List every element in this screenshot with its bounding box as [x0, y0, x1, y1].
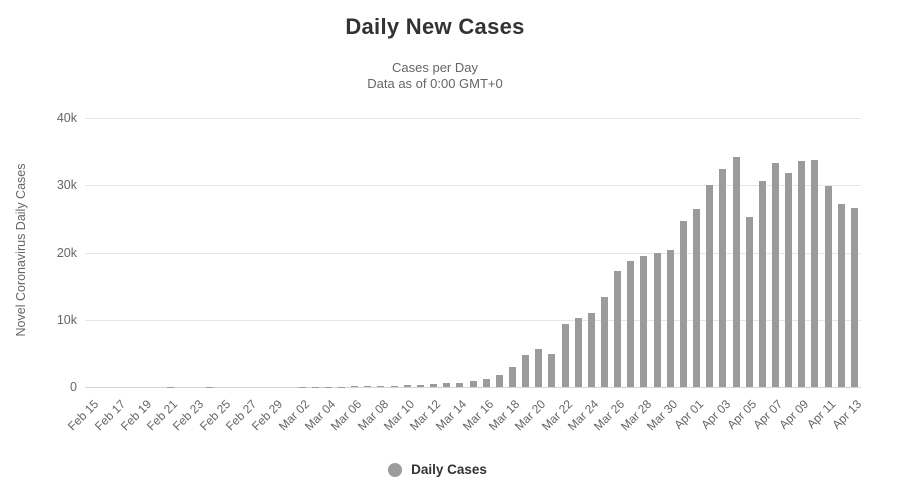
x-axis-line [85, 387, 861, 388]
bar[interactable] [693, 208, 701, 387]
bar[interactable] [430, 384, 438, 387]
bar[interactable] [561, 323, 569, 387]
y-axis-label: 30k [56, 178, 77, 193]
bar[interactable] [640, 256, 648, 387]
bar[interactable] [495, 374, 503, 387]
subtitle-line-2: Data as of 0:00 GMT+0 [367, 76, 503, 91]
chart-subtitle: Cases per Day Data as of 0:00 GMT+0 [0, 60, 870, 92]
bar[interactable] [614, 271, 622, 387]
bar[interactable] [456, 382, 464, 387]
bar[interactable] [548, 354, 556, 387]
chart-title: Daily New Cases [345, 14, 525, 39]
gridline [85, 319, 861, 321]
bar[interactable] [758, 181, 766, 387]
bar[interactable] [469, 381, 477, 387]
bar[interactable] [443, 382, 451, 387]
bar[interactable] [403, 385, 411, 387]
y-axis-label: 40k [56, 111, 77, 125]
bar[interactable] [574, 318, 582, 387]
y-axis-title: Novel Coronavirus Daily Cases [14, 163, 28, 337]
bar[interactable] [850, 207, 858, 387]
bar[interactable] [587, 312, 595, 387]
gridline [85, 252, 861, 254]
legend-item-daily-cases[interactable]: Daily Cases [0, 462, 875, 477]
gridline [85, 118, 861, 119]
bar[interactable] [732, 156, 740, 387]
bar[interactable] [364, 386, 372, 387]
bar[interactable] [706, 184, 714, 387]
y-axis-label: 10k [56, 312, 77, 327]
y-axis-label: 20k [56, 245, 77, 260]
bar[interactable] [653, 253, 661, 387]
bar[interactable] [601, 297, 609, 387]
bar[interactable] [798, 161, 806, 387]
bar[interactable] [377, 386, 385, 387]
bar[interactable] [508, 366, 516, 387]
plot-area: Feb 15 Feb 17 Feb 19 Feb 21 Feb 23 Feb 25 Feb … [65, 118, 864, 433]
bar[interactable] [785, 172, 793, 387]
bar[interactable] [719, 168, 727, 387]
subtitle-line-1: Cases per Day [392, 60, 478, 75]
bar[interactable] [811, 160, 819, 387]
bar[interactable] [627, 261, 635, 387]
bar[interactable] [837, 204, 845, 387]
legend-circle-marker-icon [388, 462, 403, 477]
bar[interactable] [522, 354, 530, 387]
bar[interactable] [666, 250, 674, 387]
chart-header: Daily New Cases [0, 14, 870, 40]
bar[interactable] [416, 384, 424, 387]
bar[interactable] [745, 216, 753, 387]
bar[interactable] [679, 220, 687, 387]
gridline [85, 185, 861, 187]
bar[interactable] [772, 162, 779, 387]
bar[interactable] [824, 186, 832, 387]
bar[interactable] [535, 349, 543, 387]
bar[interactable] [482, 378, 490, 387]
y-axis-label: 0 [70, 380, 77, 394]
bar[interactable] [390, 386, 398, 387]
legend-label: Daily Cases [411, 462, 487, 477]
bar[interactable] [351, 386, 359, 387]
